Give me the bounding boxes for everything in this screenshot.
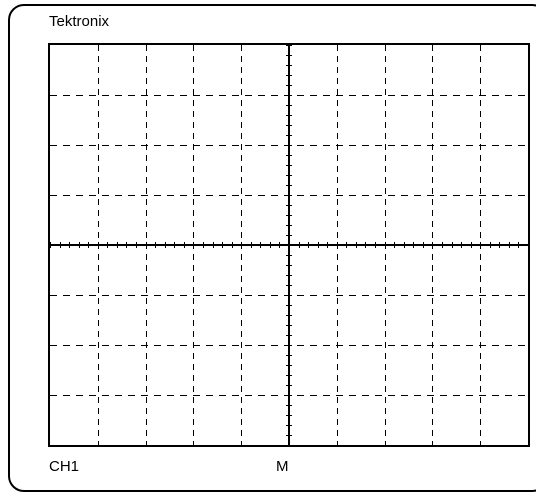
brand-logo-text: Tektronix	[49, 13, 110, 30]
channel-1-readout: CH1	[49, 458, 80, 475]
timebase-readout: M	[276, 458, 289, 475]
graticule	[50, 45, 528, 445]
oscilloscope-screen	[48, 43, 530, 447]
